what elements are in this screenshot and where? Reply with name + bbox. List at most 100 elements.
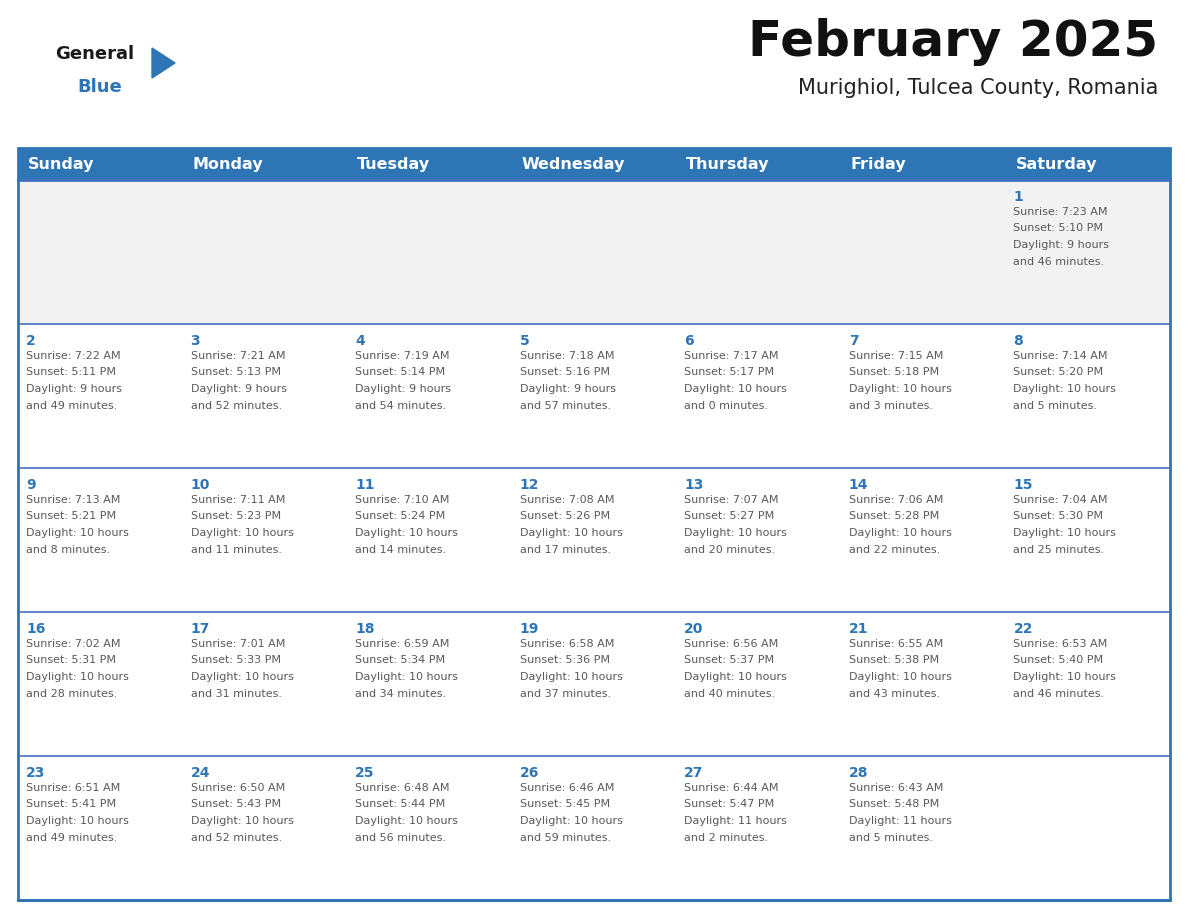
- Text: Sunset: 5:24 PM: Sunset: 5:24 PM: [355, 511, 446, 521]
- Text: 9: 9: [26, 478, 36, 492]
- Text: Sunset: 5:36 PM: Sunset: 5:36 PM: [519, 655, 609, 666]
- Text: 12: 12: [519, 478, 539, 492]
- Text: Sunset: 5:28 PM: Sunset: 5:28 PM: [849, 511, 939, 521]
- Text: Murighiol, Tulcea County, Romania: Murighiol, Tulcea County, Romania: [797, 78, 1158, 98]
- Text: Sunset: 5:48 PM: Sunset: 5:48 PM: [849, 800, 939, 810]
- Text: 25: 25: [355, 766, 374, 780]
- Text: Sunrise: 6:50 AM: Sunrise: 6:50 AM: [190, 783, 285, 792]
- Text: Sunrise: 7:17 AM: Sunrise: 7:17 AM: [684, 351, 779, 361]
- Text: 3: 3: [190, 334, 201, 348]
- Text: and 2 minutes.: and 2 minutes.: [684, 833, 769, 843]
- Text: Daylight: 10 hours: Daylight: 10 hours: [355, 672, 459, 682]
- Text: Daylight: 10 hours: Daylight: 10 hours: [190, 672, 293, 682]
- Text: Sunset: 5:21 PM: Sunset: 5:21 PM: [26, 511, 116, 521]
- Text: and 46 minutes.: and 46 minutes.: [1013, 688, 1105, 699]
- Text: Sunrise: 7:07 AM: Sunrise: 7:07 AM: [684, 495, 779, 505]
- Text: Daylight: 9 hours: Daylight: 9 hours: [26, 384, 122, 394]
- Bar: [18, 612, 1170, 756]
- Text: and 57 minutes.: and 57 minutes.: [519, 400, 611, 410]
- Text: Sunset: 5:34 PM: Sunset: 5:34 PM: [355, 655, 446, 666]
- Text: Sunrise: 6:43 AM: Sunrise: 6:43 AM: [849, 783, 943, 792]
- Text: Sunset: 5:33 PM: Sunset: 5:33 PM: [190, 655, 280, 666]
- Text: Saturday: Saturday: [1016, 156, 1097, 172]
- Text: Sunset: 5:20 PM: Sunset: 5:20 PM: [1013, 367, 1104, 377]
- Text: Sunrise: 6:53 AM: Sunrise: 6:53 AM: [1013, 639, 1107, 649]
- Text: Daylight: 10 hours: Daylight: 10 hours: [1013, 384, 1117, 394]
- Text: Sunrise: 7:06 AM: Sunrise: 7:06 AM: [849, 495, 943, 505]
- Text: Sunset: 5:40 PM: Sunset: 5:40 PM: [1013, 655, 1104, 666]
- Text: Sunrise: 6:48 AM: Sunrise: 6:48 AM: [355, 783, 449, 792]
- Text: and 20 minutes.: and 20 minutes.: [684, 544, 776, 554]
- Text: Sunset: 5:30 PM: Sunset: 5:30 PM: [1013, 511, 1104, 521]
- Text: 8: 8: [1013, 334, 1023, 348]
- Text: 27: 27: [684, 766, 703, 780]
- Text: Daylight: 10 hours: Daylight: 10 hours: [684, 384, 788, 394]
- Text: Sunset: 5:14 PM: Sunset: 5:14 PM: [355, 367, 446, 377]
- Text: Sunrise: 6:46 AM: Sunrise: 6:46 AM: [519, 783, 614, 792]
- Text: Daylight: 10 hours: Daylight: 10 hours: [1013, 672, 1117, 682]
- Text: and 54 minutes.: and 54 minutes.: [355, 400, 447, 410]
- Text: Sunrise: 7:23 AM: Sunrise: 7:23 AM: [1013, 207, 1108, 217]
- Text: Daylight: 10 hours: Daylight: 10 hours: [190, 816, 293, 826]
- Text: Sunrise: 7:15 AM: Sunrise: 7:15 AM: [849, 351, 943, 361]
- Text: 18: 18: [355, 622, 374, 636]
- Text: and 34 minutes.: and 34 minutes.: [355, 688, 447, 699]
- Text: 5: 5: [519, 334, 530, 348]
- Text: Sunset: 5:23 PM: Sunset: 5:23 PM: [190, 511, 280, 521]
- Text: 14: 14: [849, 478, 868, 492]
- Text: and 46 minutes.: and 46 minutes.: [1013, 257, 1105, 267]
- Text: Sunset: 5:45 PM: Sunset: 5:45 PM: [519, 800, 609, 810]
- Text: Sunrise: 7:10 AM: Sunrise: 7:10 AM: [355, 495, 449, 505]
- Text: Sunrise: 7:08 AM: Sunrise: 7:08 AM: [519, 495, 614, 505]
- Text: and 43 minutes.: and 43 minutes.: [849, 688, 940, 699]
- Text: and 8 minutes.: and 8 minutes.: [26, 544, 110, 554]
- Text: Daylight: 11 hours: Daylight: 11 hours: [849, 816, 952, 826]
- Text: Sunday: Sunday: [29, 156, 95, 172]
- Text: Daylight: 10 hours: Daylight: 10 hours: [26, 672, 128, 682]
- Text: Sunset: 5:13 PM: Sunset: 5:13 PM: [190, 367, 280, 377]
- Text: 7: 7: [849, 334, 859, 348]
- Text: Sunrise: 7:19 AM: Sunrise: 7:19 AM: [355, 351, 449, 361]
- Text: Sunset: 5:11 PM: Sunset: 5:11 PM: [26, 367, 116, 377]
- Text: Daylight: 10 hours: Daylight: 10 hours: [849, 528, 952, 538]
- Text: February 2025: February 2025: [748, 18, 1158, 66]
- Text: and 37 minutes.: and 37 minutes.: [519, 688, 611, 699]
- Text: Sunset: 5:27 PM: Sunset: 5:27 PM: [684, 511, 775, 521]
- Text: Daylight: 10 hours: Daylight: 10 hours: [849, 384, 952, 394]
- Text: Daylight: 10 hours: Daylight: 10 hours: [190, 528, 293, 538]
- Text: Sunset: 5:44 PM: Sunset: 5:44 PM: [355, 800, 446, 810]
- Text: 19: 19: [519, 622, 539, 636]
- Text: 20: 20: [684, 622, 703, 636]
- Text: and 31 minutes.: and 31 minutes.: [190, 688, 282, 699]
- Text: Blue: Blue: [77, 78, 121, 96]
- Text: and 14 minutes.: and 14 minutes.: [355, 544, 447, 554]
- Text: Daylight: 10 hours: Daylight: 10 hours: [1013, 528, 1117, 538]
- Text: 24: 24: [190, 766, 210, 780]
- Text: Sunrise: 7:18 AM: Sunrise: 7:18 AM: [519, 351, 614, 361]
- Text: Thursday: Thursday: [687, 156, 770, 172]
- Text: Sunset: 5:16 PM: Sunset: 5:16 PM: [519, 367, 609, 377]
- Text: Sunrise: 6:44 AM: Sunrise: 6:44 AM: [684, 783, 779, 792]
- Text: Daylight: 11 hours: Daylight: 11 hours: [684, 816, 788, 826]
- Text: and 22 minutes.: and 22 minutes.: [849, 544, 940, 554]
- Text: Sunset: 5:47 PM: Sunset: 5:47 PM: [684, 800, 775, 810]
- Text: 6: 6: [684, 334, 694, 348]
- Text: Daylight: 10 hours: Daylight: 10 hours: [849, 672, 952, 682]
- Text: Sunrise: 6:59 AM: Sunrise: 6:59 AM: [355, 639, 449, 649]
- Text: Daylight: 10 hours: Daylight: 10 hours: [26, 816, 128, 826]
- Text: Sunrise: 7:22 AM: Sunrise: 7:22 AM: [26, 351, 121, 361]
- Text: and 28 minutes.: and 28 minutes.: [26, 688, 118, 699]
- Text: and 17 minutes.: and 17 minutes.: [519, 544, 611, 554]
- Text: and 56 minutes.: and 56 minutes.: [355, 833, 447, 843]
- Text: 17: 17: [190, 622, 210, 636]
- Text: Daylight: 10 hours: Daylight: 10 hours: [519, 528, 623, 538]
- Text: and 11 minutes.: and 11 minutes.: [190, 544, 282, 554]
- Text: Daylight: 9 hours: Daylight: 9 hours: [1013, 240, 1110, 250]
- Text: Daylight: 10 hours: Daylight: 10 hours: [355, 528, 459, 538]
- Text: Daylight: 10 hours: Daylight: 10 hours: [684, 672, 788, 682]
- Text: and 52 minutes.: and 52 minutes.: [190, 400, 282, 410]
- Bar: [18, 756, 1170, 900]
- Text: Sunrise: 6:55 AM: Sunrise: 6:55 AM: [849, 639, 943, 649]
- Text: and 49 minutes.: and 49 minutes.: [26, 833, 118, 843]
- Text: and 59 minutes.: and 59 minutes.: [519, 833, 611, 843]
